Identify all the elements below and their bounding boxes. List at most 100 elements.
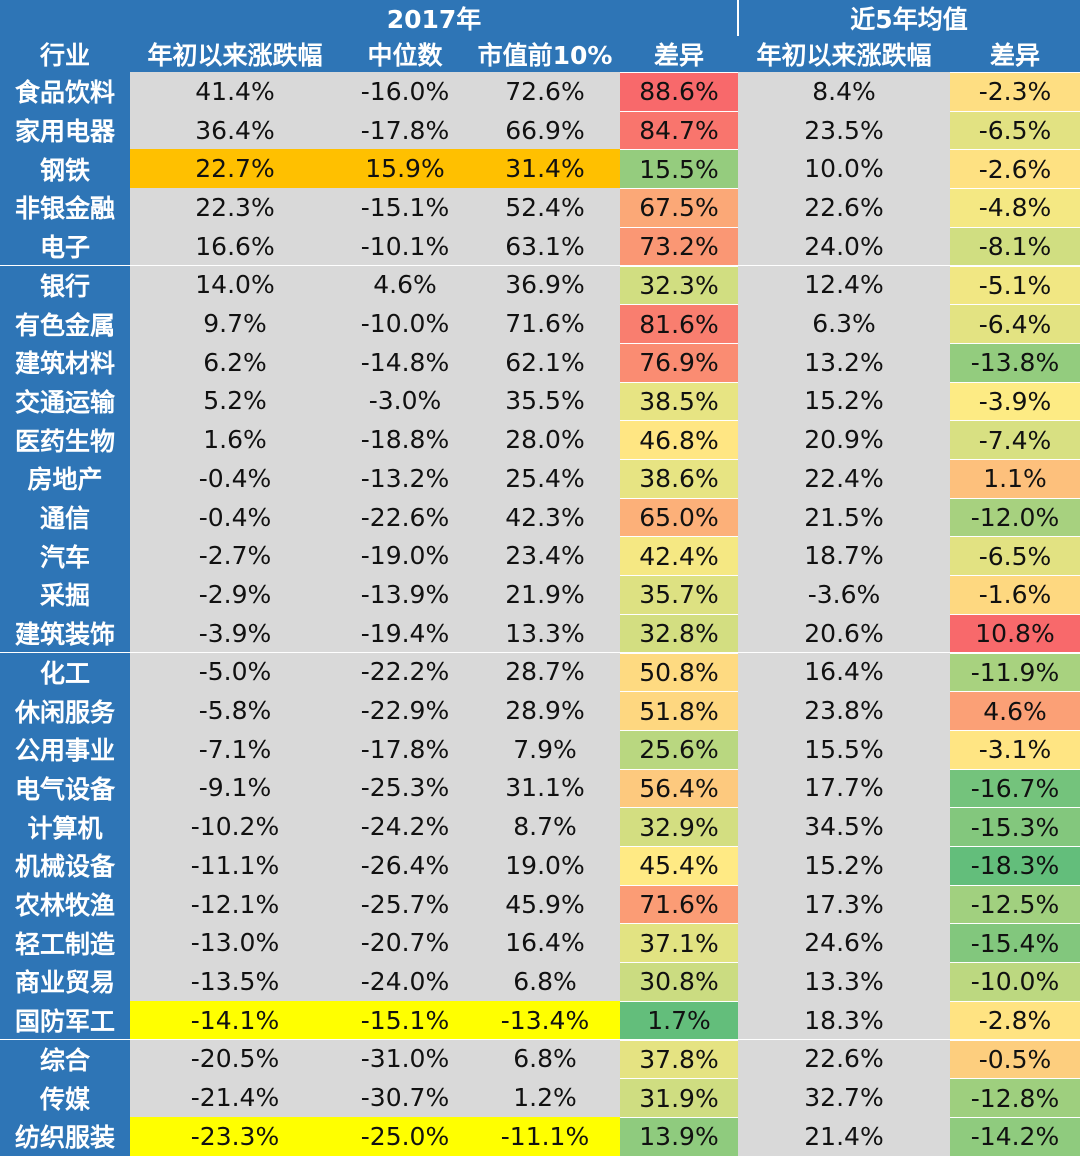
ytd-cell: -5.0% [130, 652, 340, 692]
ytd-cell: -10.2% [130, 807, 340, 846]
avg5-diff-cell: -6.5% [950, 110, 1080, 150]
top10-cell: 63.1% [470, 226, 620, 266]
median-cell: -13.9% [340, 575, 470, 614]
diff-cell: 88.6% [620, 72, 738, 111]
ytd-cell: -9.1% [130, 768, 340, 808]
diff-cell: 38.6% [620, 459, 738, 498]
diff-cell: 73.2% [620, 226, 738, 266]
top10-cell: 66.9% [470, 110, 620, 150]
avg5-ytd-cell: 20.9% [738, 420, 950, 459]
diff-cell: 30.8% [620, 962, 738, 1001]
ytd-cell: -5.8% [130, 691, 340, 730]
median-cell: 15.9% [340, 149, 470, 189]
avg5-diff-cell: -14.2% [950, 1116, 1080, 1156]
industry-cell: 汽车 [0, 536, 130, 576]
ytd-cell: -12.1% [130, 884, 340, 924]
top10-cell: 8.7% [470, 807, 620, 846]
industry-cell: 家用电器 [0, 110, 130, 150]
ytd-cell: 6.2% [130, 342, 340, 382]
median-cell: -17.8% [340, 110, 470, 150]
avg5-ytd-cell: 34.5% [738, 807, 950, 846]
diff-cell: 71.6% [620, 884, 738, 924]
industry-cell: 计算机 [0, 807, 130, 846]
diff-cell: 32.3% [620, 265, 738, 305]
avg5-ytd-cell: 22.6% [738, 1039, 950, 1079]
ytd-cell: -20.5% [130, 1039, 340, 1079]
diff-cell: 46.8% [620, 420, 738, 459]
industry-cell: 化工 [0, 652, 130, 692]
top10-cell: 6.8% [470, 1039, 620, 1079]
col-median-header: 中位数 [340, 36, 470, 72]
ytd-cell: -2.7% [130, 536, 340, 576]
avg5-diff-cell: -3.1% [950, 729, 1080, 769]
diff-cell: 37.8% [620, 1039, 738, 1079]
top10-cell: 28.7% [470, 652, 620, 692]
avg5-diff-cell: -4.8% [950, 188, 1080, 227]
top10-cell: 42.3% [470, 497, 620, 537]
median-cell: -25.3% [340, 768, 470, 808]
top10-cell: -13.4% [470, 1000, 620, 1040]
col-diff-header: 差异 [620, 36, 738, 72]
industry-cell: 建筑材料 [0, 342, 130, 382]
industry-cell: 电气设备 [0, 768, 130, 808]
avg5-diff-cell: -12.5% [950, 884, 1080, 924]
median-cell: -25.7% [340, 884, 470, 924]
top10-cell: 1.2% [470, 1078, 620, 1117]
median-cell: -18.8% [340, 420, 470, 459]
diff-cell: 65.0% [620, 497, 738, 537]
avg5-diff-cell: 1.1% [950, 459, 1080, 498]
ytd-cell: -13.0% [130, 923, 340, 963]
industry-cell: 医药生物 [0, 420, 130, 459]
top10-cell: 21.9% [470, 575, 620, 614]
industry-cell: 机械设备 [0, 846, 130, 885]
ytd-cell: -11.1% [130, 846, 340, 885]
header-blank [0, 0, 130, 36]
median-cell: -10.0% [340, 304, 470, 343]
diff-cell: 35.7% [620, 575, 738, 614]
diff-cell: 37.1% [620, 923, 738, 963]
avg5-diff-cell: -2.8% [950, 1000, 1080, 1040]
industry-cell: 银行 [0, 265, 130, 305]
diff-cell: 50.8% [620, 652, 738, 692]
diff-cell: 31.9% [620, 1078, 738, 1117]
avg5-diff-cell: 4.6% [950, 691, 1080, 730]
ytd-cell: 22.7% [130, 149, 340, 189]
diff-cell: 32.9% [620, 807, 738, 846]
avg5-ytd-cell: 22.6% [738, 188, 950, 227]
ytd-cell: 9.7% [130, 304, 340, 343]
median-cell: -15.1% [340, 1000, 470, 1040]
top10-cell: 25.4% [470, 459, 620, 498]
avg5-diff-cell: -2.6% [950, 149, 1080, 189]
avg5-ytd-cell: 24.0% [738, 226, 950, 266]
group-header-5yr: 近5年均值 [738, 0, 1080, 36]
industry-cell: 建筑装饰 [0, 613, 130, 653]
diff-cell: 15.5% [620, 149, 738, 189]
industry-cell: 电子 [0, 226, 130, 266]
top10-cell: 13.3% [470, 613, 620, 653]
industry-cell: 交通运输 [0, 381, 130, 421]
industry-cell: 有色金属 [0, 304, 130, 343]
ytd-cell: -21.4% [130, 1078, 340, 1117]
top10-cell: 71.6% [470, 304, 620, 343]
median-cell: -17.8% [340, 729, 470, 769]
avg5-ytd-cell: 15.2% [738, 846, 950, 885]
top10-cell: 28.0% [470, 420, 620, 459]
median-cell: -24.2% [340, 807, 470, 846]
ytd-cell: -7.1% [130, 729, 340, 769]
avg5-ytd-cell: 6.3% [738, 304, 950, 343]
median-cell: -22.2% [340, 652, 470, 692]
avg5-ytd-cell: 21.5% [738, 497, 950, 537]
top10-cell: 16.4% [470, 923, 620, 963]
ytd-cell: -14.1% [130, 1000, 340, 1040]
industry-cell: 休闲服务 [0, 691, 130, 730]
avg5-ytd-cell: 21.4% [738, 1116, 950, 1156]
industry-cell: 传媒 [0, 1078, 130, 1117]
avg5-ytd-cell: 10.0% [738, 149, 950, 189]
industry-cell: 国防军工 [0, 1000, 130, 1040]
avg5-ytd-cell: 16.4% [738, 652, 950, 692]
median-cell: -19.0% [340, 536, 470, 576]
median-cell: -22.9% [340, 691, 470, 730]
industry-cell: 采掘 [0, 575, 130, 614]
avg5-ytd-cell: 13.3% [738, 962, 950, 1001]
top10-cell: 45.9% [470, 884, 620, 924]
